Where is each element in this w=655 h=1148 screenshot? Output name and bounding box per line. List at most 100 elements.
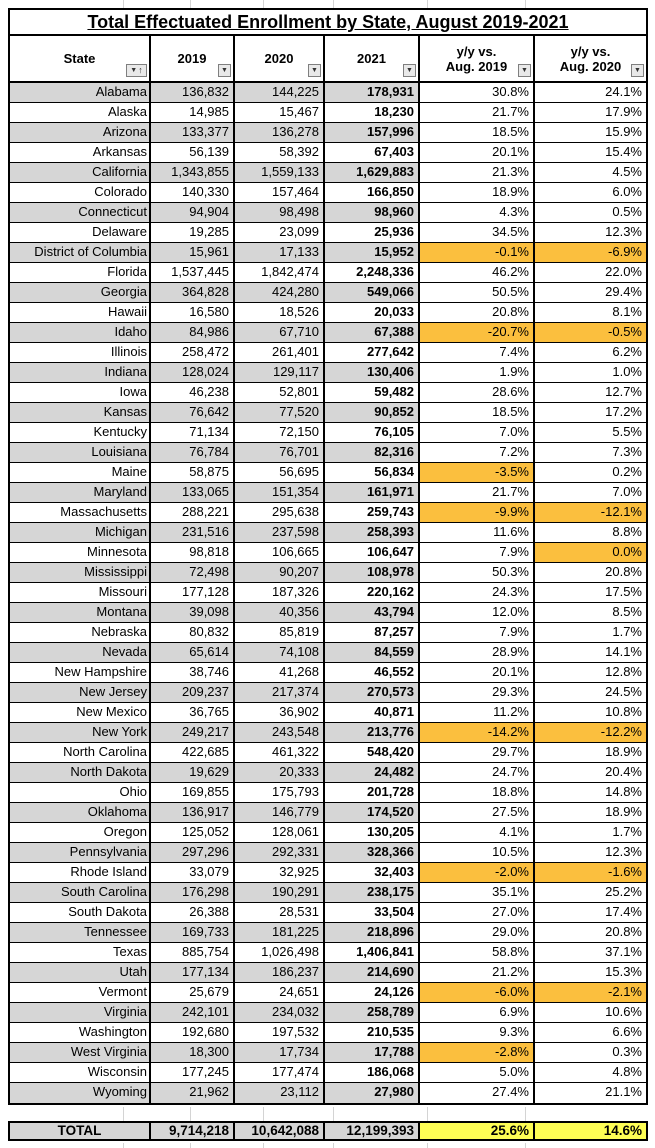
yy-vs-2020-cell[interactable]: 15.4% [535,143,646,163]
enrollment-2021-cell[interactable]: 59,482 [325,383,420,403]
enrollment-2020-cell[interactable]: 18,526 [235,303,325,323]
enrollment-2021-cell[interactable]: 130,406 [325,363,420,383]
enrollment-2021-cell[interactable]: 258,393 [325,523,420,543]
enrollment-2020-cell[interactable]: 146,779 [235,803,325,823]
filter-2020-button[interactable]: ▼ [308,64,321,77]
enrollment-2021-cell[interactable]: 1,406,841 [325,943,420,963]
state-cell[interactable]: South Carolina [10,883,151,903]
yy-vs-2019-cell[interactable]: 5.0% [420,1063,535,1083]
enrollment-2021-cell[interactable]: 277,642 [325,343,420,363]
yy-vs-2019-cell[interactable]: 34.5% [420,223,535,243]
yy-vs-2020-cell[interactable]: 1.7% [535,823,646,843]
enrollment-2020-cell[interactable]: 41,268 [235,663,325,683]
enrollment-2021-cell[interactable]: 43,794 [325,603,420,623]
yy-vs-2020-cell[interactable]: 7.0% [535,483,646,503]
enrollment-2019-cell[interactable]: 94,904 [151,203,235,223]
yy-vs-2020-cell[interactable]: 1.0% [535,363,646,383]
yy-vs-2020-cell[interactable]: 37.1% [535,943,646,963]
enrollment-2019-cell[interactable]: 26,388 [151,903,235,923]
yy-vs-2020-cell[interactable]: -6.9% [535,243,646,263]
enrollment-2020-cell[interactable]: 17,133 [235,243,325,263]
state-cell[interactable]: Ohio [10,783,151,803]
yy-vs-2019-cell[interactable]: 18.9% [420,183,535,203]
yy-vs-2020-cell[interactable]: 0.5% [535,203,646,223]
yy-vs-2020-cell[interactable]: 4.5% [535,163,646,183]
yy-vs-2019-cell[interactable]: 50.3% [420,563,535,583]
yy-vs-2019-cell[interactable]: 12.0% [420,603,535,623]
yy-vs-2020-cell[interactable]: 17.2% [535,403,646,423]
enrollment-2021-cell[interactable]: 67,388 [325,323,420,343]
yy-vs-2019-cell[interactable]: 27.4% [420,1083,535,1103]
yy-vs-2019-cell[interactable]: 24.3% [420,583,535,603]
state-cell[interactable]: Arizona [10,123,151,143]
enrollment-2021-cell[interactable]: 2,248,336 [325,263,420,283]
enrollment-2020-cell[interactable]: 177,474 [235,1063,325,1083]
enrollment-2019-cell[interactable]: 885,754 [151,943,235,963]
state-cell[interactable]: Georgia [10,283,151,303]
yy-vs-2019-cell[interactable]: 28.6% [420,383,535,403]
yy-vs-2019-cell[interactable]: 30.8% [420,83,535,103]
yy-vs-2020-cell[interactable]: 18.9% [535,743,646,763]
state-cell[interactable]: Tennessee [10,923,151,943]
enrollment-2019-cell[interactable]: 125,052 [151,823,235,843]
enrollment-2019-cell[interactable]: 169,855 [151,783,235,803]
state-cell[interactable]: Pennsylvania [10,843,151,863]
yy-vs-2019-cell[interactable]: 20.1% [420,663,535,683]
enrollment-2019-cell[interactable]: 38,746 [151,663,235,683]
total-label-cell[interactable]: TOTAL [10,1123,151,1139]
yy-vs-2020-cell[interactable]: 14.8% [535,783,646,803]
enrollment-2020-cell[interactable]: 234,032 [235,1003,325,1023]
enrollment-2021-cell[interactable]: 15,952 [325,243,420,263]
header-yy-vs-aug-2020[interactable]: y/y vs. Aug. 2020 ▼ [535,36,646,81]
enrollment-2021-cell[interactable]: 98,960 [325,203,420,223]
enrollment-2020-cell[interactable]: 292,331 [235,843,325,863]
enrollment-2020-cell[interactable]: 295,638 [235,503,325,523]
enrollment-2021-cell[interactable]: 201,728 [325,783,420,803]
state-cell[interactable]: New Hampshire [10,663,151,683]
state-cell[interactable]: Mississippi [10,563,151,583]
yy-vs-2019-cell[interactable]: 50.5% [420,283,535,303]
state-cell[interactable]: Hawaii [10,303,151,323]
enrollment-2019-cell[interactable]: 1,537,445 [151,263,235,283]
enrollment-2020-cell[interactable]: 217,374 [235,683,325,703]
yy-vs-2020-cell[interactable]: 25.2% [535,883,646,903]
enrollment-2019-cell[interactable]: 136,917 [151,803,235,823]
enrollment-2019-cell[interactable]: 133,065 [151,483,235,503]
yy-vs-2020-cell[interactable]: 6.6% [535,1023,646,1043]
state-cell[interactable]: Maryland [10,483,151,503]
enrollment-2021-cell[interactable]: 18,230 [325,103,420,123]
enrollment-2020-cell[interactable]: 1,559,133 [235,163,325,183]
state-cell[interactable]: New York [10,723,151,743]
enrollment-2020-cell[interactable]: 261,401 [235,343,325,363]
yy-vs-2020-cell[interactable]: 5.5% [535,423,646,443]
enrollment-2020-cell[interactable]: 424,280 [235,283,325,303]
yy-vs-2019-cell[interactable]: -6.0% [420,983,535,1003]
state-cell[interactable]: Missouri [10,583,151,603]
enrollment-2021-cell[interactable]: 328,366 [325,843,420,863]
yy-vs-2019-cell[interactable]: -3.5% [420,463,535,483]
yy-vs-2019-cell[interactable]: 35.1% [420,883,535,903]
yy-vs-2020-cell[interactable]: 17.9% [535,103,646,123]
yy-vs-2019-cell[interactable]: 20.1% [420,143,535,163]
state-cell[interactable]: South Dakota [10,903,151,923]
enrollment-2021-cell[interactable]: 17,788 [325,1043,420,1063]
state-cell[interactable]: Iowa [10,383,151,403]
yy-vs-2020-cell[interactable]: 0.2% [535,463,646,483]
header-state[interactable]: State ▼ ↑ [10,36,151,81]
enrollment-2021-cell[interactable]: 90,852 [325,403,420,423]
yy-vs-2019-cell[interactable]: 21.3% [420,163,535,183]
enrollment-2021-cell[interactable]: 20,033 [325,303,420,323]
filter-yy2019-button[interactable]: ▼ [518,64,531,77]
enrollment-2019-cell[interactable]: 169,733 [151,923,235,943]
enrollment-2020-cell[interactable]: 98,498 [235,203,325,223]
state-cell[interactable]: Oregon [10,823,151,843]
enrollment-2021-cell[interactable]: 106,647 [325,543,420,563]
yy-vs-2019-cell[interactable]: 21.7% [420,103,535,123]
enrollment-2019-cell[interactable]: 128,024 [151,363,235,383]
enrollment-2019-cell[interactable]: 258,472 [151,343,235,363]
enrollment-2019-cell[interactable]: 80,832 [151,623,235,643]
enrollment-2019-cell[interactable]: 14,985 [151,103,235,123]
state-cell[interactable]: Florida [10,263,151,283]
state-cell[interactable]: Maine [10,463,151,483]
enrollment-2019-cell[interactable]: 242,101 [151,1003,235,1023]
